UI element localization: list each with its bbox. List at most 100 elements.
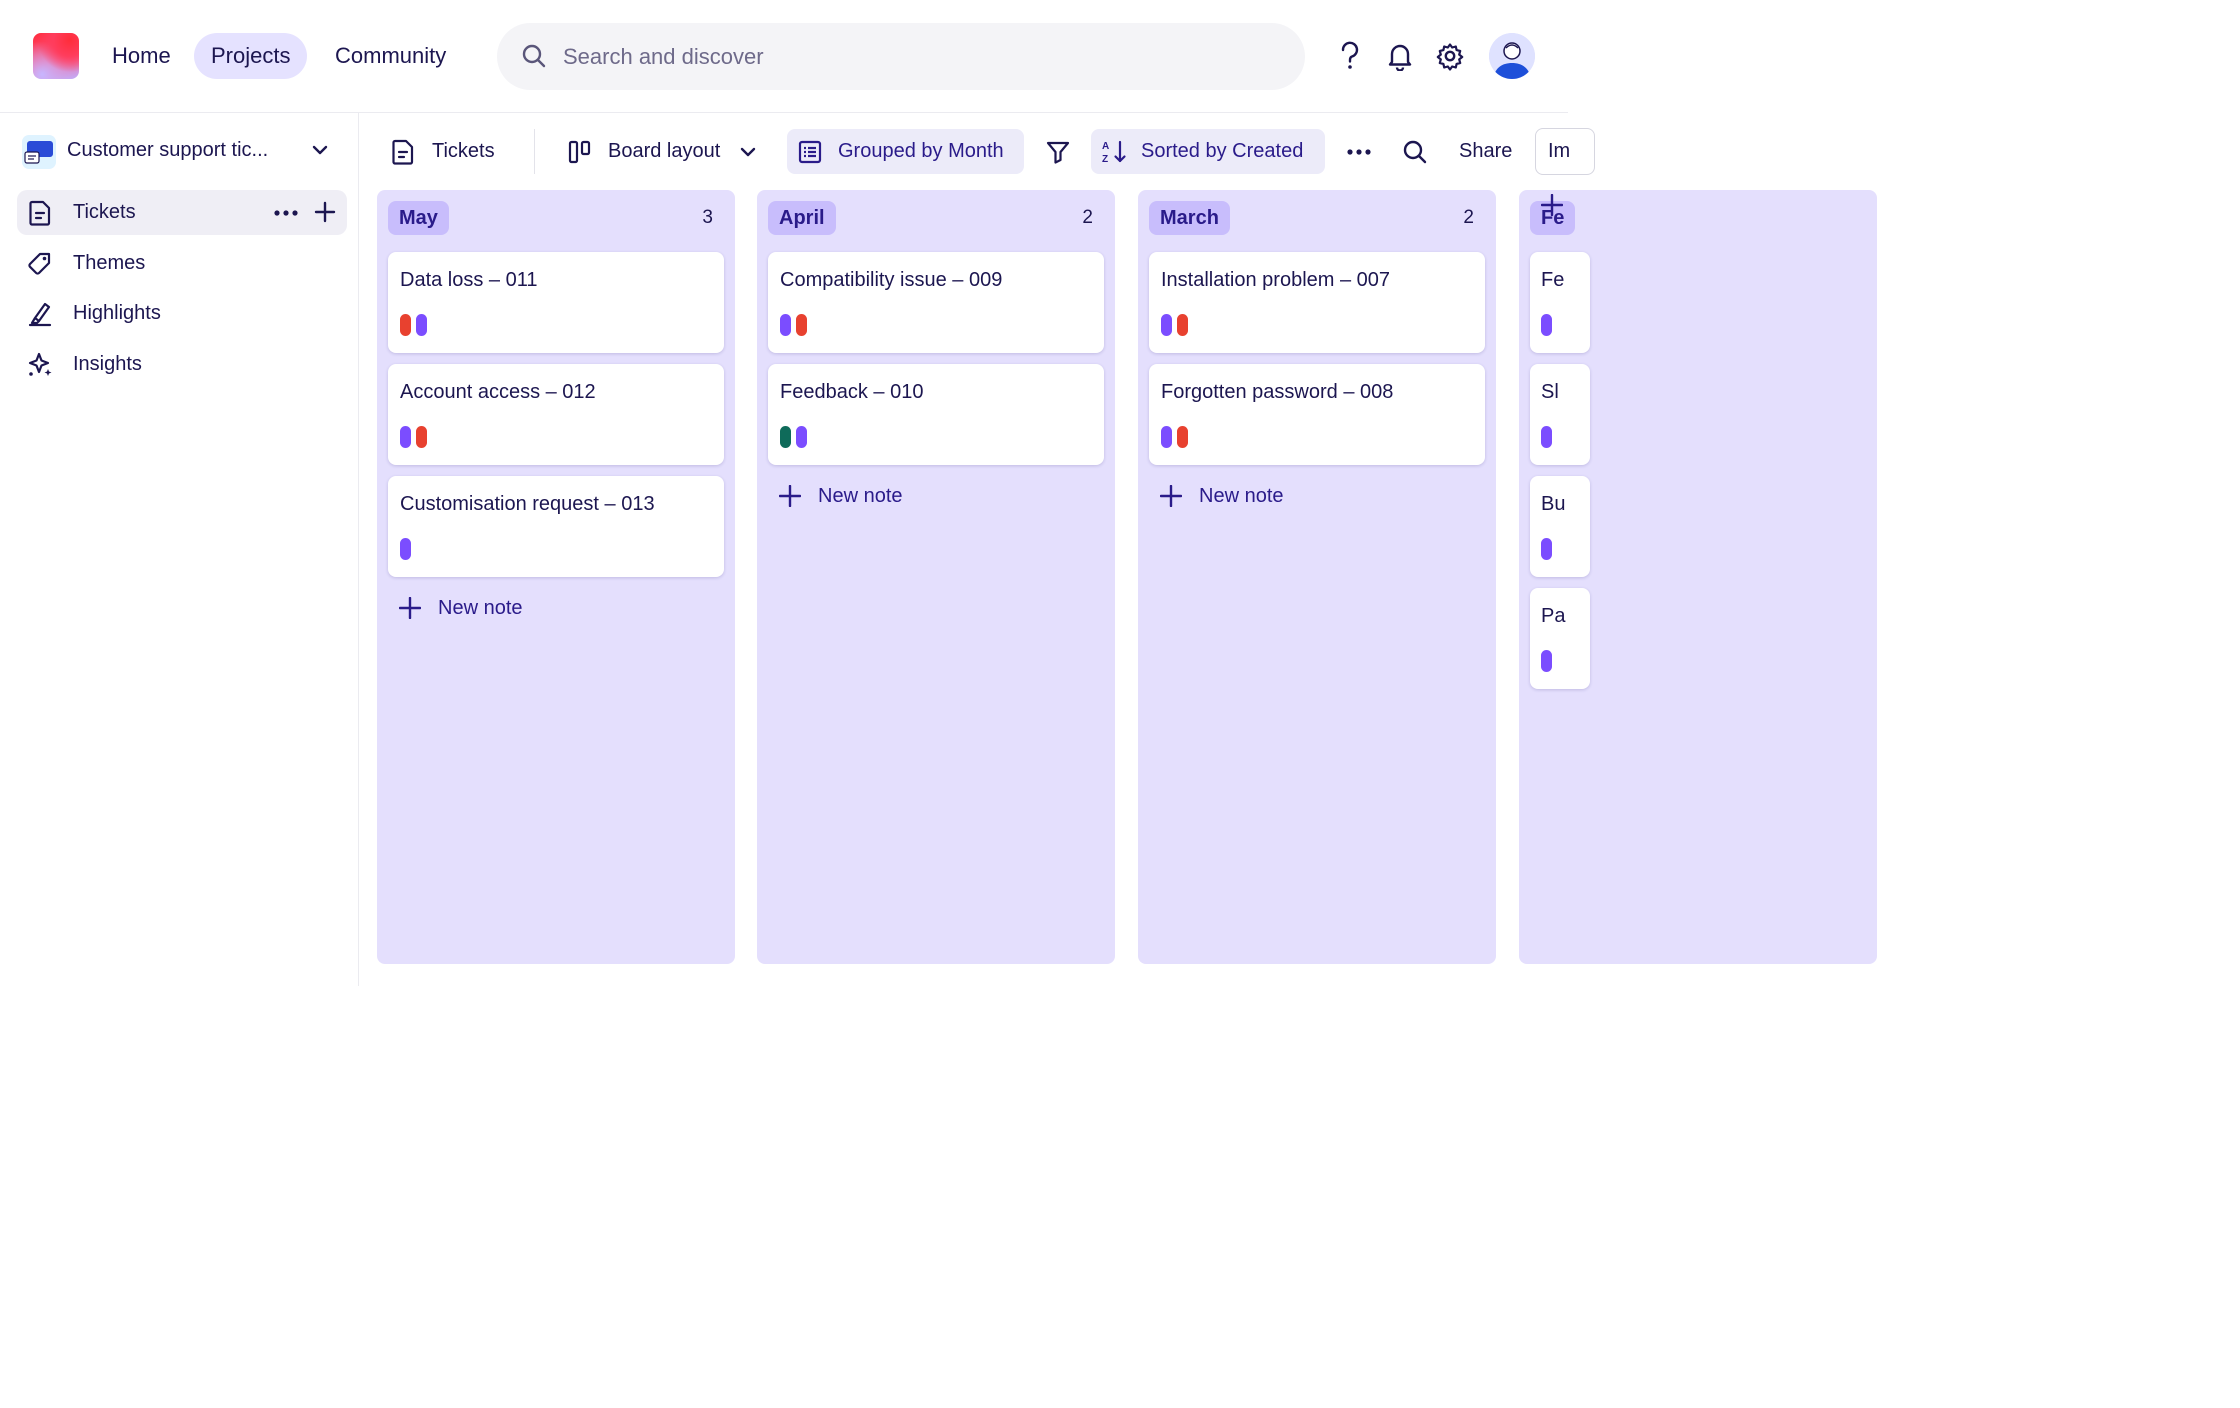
- document-icon: [27, 200, 53, 226]
- new-note-button[interactable]: New note: [1160, 481, 1284, 511]
- ticket-card[interactable]: Data loss – 011: [388, 252, 724, 353]
- chat-bubbles-icon: [22, 135, 56, 169]
- nav-home[interactable]: Home: [112, 43, 171, 68]
- card-tags: [1541, 426, 1552, 448]
- plus-icon: [779, 485, 801, 507]
- plus-icon: [399, 597, 421, 619]
- top-bar: Home Projects Community: [0, 0, 1568, 113]
- board-column: March 2 Installation problem – 007 Forgotte…: [1138, 190, 1496, 964]
- add-icon[interactable]: [313, 200, 337, 229]
- project-name: Customer support tic...: [67, 139, 269, 161]
- card-tags: [400, 314, 427, 336]
- new-note-button[interactable]: [1541, 190, 1580, 220]
- tag-chip-purple: [1161, 314, 1172, 336]
- card-tags: [400, 538, 411, 560]
- gear-icon[interactable]: [1435, 37, 1465, 75]
- card-title: Installation problem – 007: [1161, 269, 1391, 291]
- column-count: 2: [1463, 207, 1474, 228]
- ticket-card[interactable]: Fe: [1530, 252, 1590, 353]
- search-bar[interactable]: [497, 23, 1305, 90]
- group-by-button[interactable]: Grouped by Month: [787, 129, 1024, 174]
- card-title: Fe: [1541, 269, 1565, 291]
- more-options-icon[interactable]: [273, 200, 299, 231]
- avatar[interactable]: [1489, 33, 1535, 79]
- card-title: Feedback – 010: [780, 381, 924, 403]
- card-title: Data loss – 011: [400, 269, 538, 291]
- new-note-label: New note: [1199, 484, 1284, 507]
- ticket-card[interactable]: Installation problem – 007: [1149, 252, 1485, 353]
- sidebar-item-label: Highlights: [73, 302, 161, 324]
- board-column: Fe Fe Sl Bu Pa: [1519, 190, 1877, 964]
- column-count: 3: [702, 207, 713, 228]
- help-icon[interactable]: [1335, 37, 1365, 75]
- sidebar-item-label: Themes: [73, 252, 146, 274]
- sidebar-item-highlights[interactable]: Highlights: [17, 291, 347, 336]
- svg-text:A: A: [1102, 141, 1109, 152]
- ticket-card[interactable]: Pa: [1530, 588, 1590, 689]
- share-button[interactable]: Share: [1459, 140, 1513, 162]
- tag-chip-purple: [1161, 426, 1172, 448]
- search-input[interactable]: [563, 23, 1263, 90]
- document-icon: [392, 139, 414, 165]
- new-note-button[interactable]: New note: [779, 481, 903, 511]
- card-tags: [1541, 314, 1552, 336]
- card-title: Compatibility issue – 009: [780, 269, 1003, 291]
- column-title: March: [1149, 201, 1230, 235]
- sort-label: Sorted by Created: [1141, 140, 1304, 162]
- highlighter-icon: [27, 301, 53, 327]
- bell-icon[interactable]: [1385, 37, 1415, 75]
- ticket-card[interactable]: Forgotten password – 008: [1149, 364, 1485, 465]
- sparkle-icon: [27, 352, 53, 378]
- search-icon: [521, 43, 547, 74]
- ticket-card[interactable]: Sl: [1530, 364, 1590, 465]
- card-title: Sl: [1541, 381, 1559, 403]
- new-note-label: New note: [438, 596, 523, 619]
- ticket-card[interactable]: Customisation request – 013: [388, 476, 724, 577]
- ticket-card[interactable]: Feedback – 010: [768, 364, 1104, 465]
- ticket-card[interactable]: Compatibility issue – 009: [768, 252, 1104, 353]
- plus-icon: [1160, 485, 1182, 507]
- sidebar-item-insights[interactable]: Insights: [17, 342, 347, 387]
- import-button[interactable]: Im: [1535, 128, 1595, 175]
- card-tags: [780, 314, 807, 336]
- card-tags: [1541, 538, 1552, 560]
- sidebar-item-tickets[interactable]: Tickets: [17, 190, 347, 235]
- list-group-icon: [798, 140, 822, 164]
- tag-chip-purple: [796, 426, 807, 448]
- card-tags: [400, 426, 427, 448]
- tag-chip-red: [416, 426, 427, 448]
- chevron-down-icon: [738, 142, 758, 162]
- group-by-label: Grouped by Month: [838, 140, 1004, 162]
- tickets-view-label: Tickets: [432, 140, 495, 162]
- tag-chip-red: [796, 314, 807, 336]
- column-title: May: [388, 201, 449, 235]
- nav-projects[interactable]: Projects: [194, 33, 308, 79]
- card-title: Forgotten password – 008: [1161, 381, 1394, 403]
- sidebar-item-themes[interactable]: Themes: [17, 241, 347, 286]
- svg-text:Z: Z: [1102, 154, 1108, 165]
- plus-icon: [1541, 194, 1563, 216]
- card-tags: [1541, 650, 1552, 672]
- card-tags: [780, 426, 807, 448]
- new-note-button[interactable]: New note: [399, 593, 523, 623]
- ticket-card[interactable]: Account access – 012: [388, 364, 724, 465]
- nav-community[interactable]: Community: [335, 43, 447, 68]
- chevron-down-icon[interactable]: [310, 140, 330, 165]
- board-search-icon[interactable]: [1400, 129, 1430, 174]
- card-title: Pa: [1541, 605, 1566, 627]
- tag-chip-purple: [1541, 538, 1552, 560]
- new-note-label: New note: [818, 484, 903, 507]
- ticket-card[interactable]: Bu: [1530, 476, 1590, 577]
- filter-icon[interactable]: [1043, 129, 1073, 174]
- board-layout-dropdown[interactable]: Board layout: [560, 129, 766, 174]
- more-options-icon[interactable]: [1344, 129, 1374, 174]
- tickets-view-button[interactable]: Tickets: [384, 129, 503, 174]
- sidebar: Customer support tic... Tickets Themes H…: [0, 113, 359, 986]
- tag-chip-purple: [400, 426, 411, 448]
- board-column: April 2 Compatibility issue – 009 Feedback …: [757, 190, 1115, 964]
- tag-chip-green: [780, 426, 791, 448]
- app-logo[interactable]: [33, 33, 79, 79]
- project-switcher[interactable]: Customer support tic...: [22, 135, 342, 169]
